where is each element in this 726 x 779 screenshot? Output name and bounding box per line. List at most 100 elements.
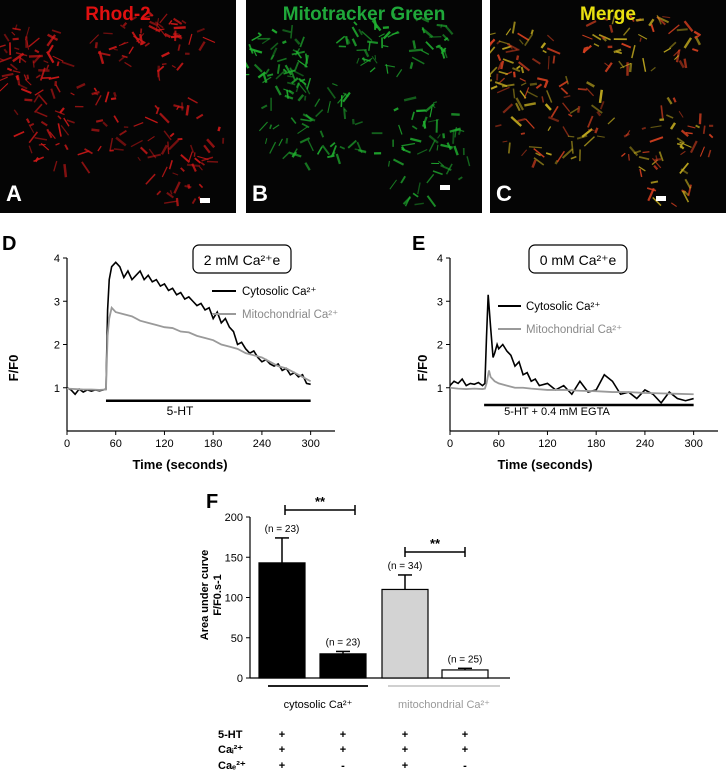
mitochondria-fleck: [490, 79, 493, 82]
mitochondria-fleck: [287, 75, 294, 78]
mitochondria-fleck: [306, 77, 312, 90]
y-axis-label: F/F0: [415, 355, 430, 382]
mitochondria-fleck: [49, 131, 56, 140]
mitochondria-fleck: [639, 168, 643, 178]
mitochondria-fleck: [297, 126, 308, 135]
mitochondria-fleck: [187, 97, 198, 104]
mitochondria-fleck: [283, 69, 296, 75]
mitochondria-fleck: [3, 33, 10, 42]
micro-letter-b: B: [252, 181, 268, 206]
mitochondria-fleck: [658, 151, 664, 162]
n-label: (n = 23): [326, 637, 361, 648]
mitochondria-fleck: [568, 113, 573, 117]
condition-mark: -: [463, 760, 467, 772]
mitochondria-fleck: [282, 68, 288, 73]
mitochondria-fleck: [426, 173, 435, 184]
x-tick-label: 300: [301, 438, 319, 450]
mitochondria-fleck: [267, 73, 274, 77]
mitochondria-fleck: [398, 124, 403, 135]
micro-panel-c: Merge C: [490, 0, 726, 213]
mitochondria-fleck: [628, 13, 635, 23]
mitochondria-fleck: [24, 98, 33, 102]
mitochondria-fleck: [353, 21, 358, 26]
mitochondria-fleck: [520, 82, 527, 86]
bar: [319, 653, 367, 679]
mitochondria-fleck: [276, 64, 281, 74]
axes: 0 60 120 180 240 300 1 2 3 4: [437, 253, 718, 450]
mitochondria-fleck: [285, 138, 289, 144]
mitochondria-fleck: [674, 55, 680, 60]
mitochondria-fleck: [558, 80, 569, 88]
panel-e-chart: E 0 mM Ca²⁺e 0 60 120 180 240 300 1 2 3 4 Cytosol…: [412, 233, 718, 472]
mitochondria-fleck: [515, 55, 520, 61]
mitochondria-fleck: [63, 117, 70, 127]
mitochondria-fleck: [122, 21, 128, 27]
mitochondria-fleck: [156, 65, 165, 73]
mitochondria-fleck: [170, 22, 178, 26]
mitochondria-fleck: [669, 122, 677, 130]
mitochondria-fleck: [650, 23, 655, 33]
stimulus-label: 5-HT: [167, 404, 194, 418]
mitochondria-fleck: [288, 89, 295, 95]
mitochondria-fleck: [46, 51, 55, 64]
mitochondria-fleck: [693, 30, 702, 37]
mitochondria-fleck: [6, 67, 13, 72]
mitochondria-fleck: [257, 71, 267, 79]
condition-label: 2 mM Ca²⁺e: [204, 252, 281, 268]
bar: [381, 588, 429, 679]
y-tick-label: 100: [225, 593, 243, 605]
mitochondria-fleck: [673, 48, 681, 57]
mitochondria-fleck: [638, 155, 650, 161]
mitochondria-fleck: [646, 187, 657, 192]
bar: [441, 669, 489, 679]
mitochondria-fleck: [609, 24, 614, 33]
mitochondria-fleck: [297, 59, 308, 68]
mitochondria-fleck: [173, 104, 184, 109]
mitochondria-fleck: [361, 30, 373, 42]
y-tick-label: 2: [437, 340, 443, 352]
mitochondria-fleck: [417, 182, 421, 195]
mitochondria-fleck: [93, 92, 99, 96]
mitochondria-fleck: [560, 87, 569, 95]
mitochondria-fleck: [519, 39, 524, 45]
mitochondria-fleck: [297, 94, 305, 102]
mitochondria-fleck: [387, 30, 399, 38]
mitochondria-fleck: [516, 65, 521, 70]
mitochondria-fleck: [432, 170, 443, 176]
mitochondria-fleck: [586, 81, 595, 88]
mitochondria-fleck: [683, 58, 688, 69]
mitochondria-fleck: [327, 100, 331, 114]
mitochondria-fleck: [33, 95, 39, 103]
y-axis-label-line1: Area under curve: [199, 550, 211, 640]
mitochondria-fleck: [440, 47, 447, 55]
mitochondria-fleck: [168, 139, 180, 151]
n-label: (n = 23): [265, 524, 300, 535]
group-label-mitochondrial: mitochondrial Ca²⁺: [398, 699, 490, 711]
mitochondria-fleck: [393, 107, 399, 112]
mitochondria-fleck: [507, 142, 511, 154]
mitochondria-fleck: [618, 60, 625, 69]
mitochondria-fleck: [547, 56, 550, 70]
mitochondria-fleck: [298, 77, 307, 86]
y-tick-label: 1: [54, 383, 60, 395]
mitochondria-fleck: [683, 20, 694, 33]
mitochondria-fleck: [535, 83, 543, 90]
mitochondria-fleck: [392, 158, 405, 166]
x-tick-label: 180: [587, 438, 605, 450]
mitochondria-fleck: [707, 149, 712, 158]
condition-mark: +: [340, 744, 346, 756]
mitochondria-fleck: [270, 54, 275, 61]
mitochondria-fleck: [681, 190, 690, 203]
y-tick-label: 1: [437, 383, 443, 395]
x-tick-label: 120: [155, 438, 173, 450]
mitochondria-fleck: [154, 21, 164, 29]
mitochondria-fleck: [332, 82, 338, 87]
mitochondria-fleck: [585, 87, 595, 97]
mitochondria-fleck: [163, 130, 172, 141]
mitochondria-fleck: [672, 97, 677, 103]
legend-cytosolic: Cytosolic Ca²⁺: [526, 301, 600, 313]
mitochondria-fleck: [269, 141, 277, 154]
mitochondria-fleck: [93, 87, 98, 92]
mitochondria-fleck: [546, 90, 553, 103]
mitochondria-fleck: [185, 105, 190, 116]
